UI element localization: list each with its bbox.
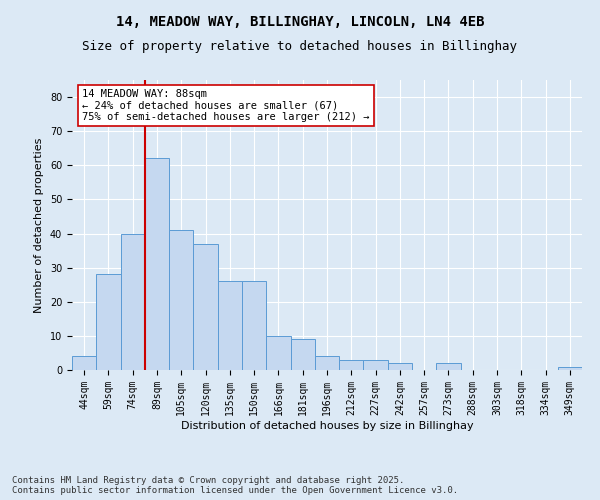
Bar (242, 282, 266, 370)
Bar (96, 274, 121, 370)
Text: Contains HM Land Registry data © Crown copyright and database right 2025.
Contai: Contains HM Land Registry data © Crown c… (12, 476, 458, 495)
X-axis label: Distribution of detached houses by size in Billinghay: Distribution of detached houses by size … (181, 420, 473, 430)
Bar (169, 230, 193, 370)
Bar (193, 244, 218, 370)
Bar (315, 356, 339, 370)
Bar (436, 363, 461, 370)
Text: 14 MEADOW WAY: 88sqm
← 24% of detached houses are smaller (67)
75% of semi-detac: 14 MEADOW WAY: 88sqm ← 24% of detached h… (82, 88, 370, 122)
Bar (388, 363, 412, 370)
Text: 14, MEADOW WAY, BILLINGHAY, LINCOLN, LN4 4EB: 14, MEADOW WAY, BILLINGHAY, LINCOLN, LN4… (116, 15, 484, 29)
Bar (558, 366, 582, 370)
Bar (145, 158, 169, 370)
Bar (290, 340, 315, 370)
Text: Size of property relative to detached houses in Billinghay: Size of property relative to detached ho… (83, 40, 517, 53)
Bar (266, 336, 290, 370)
Bar (72, 356, 96, 370)
Bar (121, 234, 145, 370)
Y-axis label: Number of detached properties: Number of detached properties (34, 138, 44, 312)
Bar (364, 360, 388, 370)
Bar (218, 282, 242, 370)
Bar (339, 360, 364, 370)
